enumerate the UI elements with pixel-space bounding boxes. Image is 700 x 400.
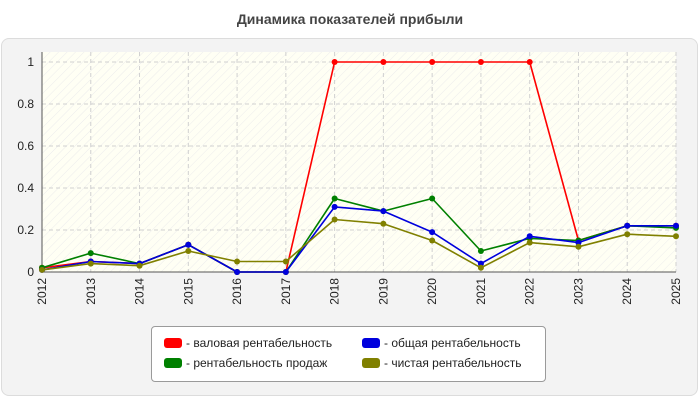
- data-point-net: [673, 233, 679, 240]
- data-point-gross: [429, 59, 436, 65]
- x-tick-label: 2015: [181, 278, 195, 305]
- x-tick-label: 2012: [35, 278, 49, 305]
- legend-item-sales: - рентабельность продаж: [164, 356, 327, 370]
- data-point-general: [477, 260, 484, 267]
- series-line-net: [41, 218, 677, 271]
- y-tick-label: 0.2: [17, 223, 34, 237]
- data-point-sales: [429, 195, 436, 202]
- data-point-net: [624, 231, 631, 238]
- data-point-net: [331, 216, 338, 223]
- data-point-gross: [331, 59, 338, 65]
- data-point-net: [575, 243, 582, 250]
- data-point-general: [282, 269, 289, 275]
- data-point-general: [380, 208, 387, 215]
- legend-swatch-net: [362, 358, 380, 368]
- data-point-net: [282, 258, 289, 265]
- legend-swatch-gross: [164, 338, 182, 348]
- x-tick-label: 2022: [523, 278, 537, 305]
- x-tick-label: 2019: [376, 278, 390, 305]
- data-point-net: [380, 220, 387, 227]
- data-point-gross: [526, 59, 533, 65]
- data-point-net: [136, 262, 143, 269]
- x-tick-label: 2025: [669, 278, 683, 305]
- legend-label-sales: - рентабельность продаж: [186, 356, 328, 370]
- data-point-general: [526, 233, 533, 240]
- legend-swatch-sales: [164, 358, 182, 368]
- x-tick-label: 2023: [571, 278, 585, 305]
- x-tick-label: 2013: [84, 278, 98, 305]
- y-tick-label: 0: [27, 265, 34, 279]
- data-point-net: [185, 248, 192, 254]
- series-line-general: [41, 206, 676, 273]
- data-point-general: [185, 241, 192, 248]
- data-point-general: [624, 222, 631, 229]
- chart-legend: - валовая рентабельность - общая рентабе…: [151, 326, 546, 382]
- y-tick-label: 1: [27, 55, 34, 69]
- data-point-net: [87, 260, 94, 267]
- data-point-net: [234, 258, 241, 265]
- x-tick-label: 2017: [279, 278, 293, 305]
- y-tick-label: 0.6: [17, 139, 34, 153]
- data-point-sales: [331, 195, 338, 202]
- data-point-general: [331, 203, 338, 210]
- data-point-general: [234, 269, 241, 275]
- x-tick-label: 2021: [474, 278, 488, 305]
- x-tick-label: 2016: [230, 278, 244, 305]
- x-tick-label: 2014: [133, 278, 147, 305]
- legend-item-gross: - валовая рентабельность: [164, 336, 332, 350]
- legend-label-general: - общая рентабельность: [384, 336, 521, 350]
- y-tick-label: 0.8: [17, 97, 34, 111]
- data-point-net: [477, 264, 484, 271]
- legend-label-gross: - валовая рентабельность: [186, 336, 333, 350]
- plot-area-hatch: [42, 52, 676, 272]
- data-point-net: [429, 237, 436, 244]
- data-point-gross: [380, 59, 387, 65]
- data-point-net: [39, 266, 45, 273]
- legend-label-net: - чистая рентабельность: [384, 356, 522, 370]
- legend-item-general: - общая рентабельность: [362, 336, 521, 350]
- data-point-sales: [87, 250, 94, 257]
- data-point-general: [673, 222, 679, 229]
- x-tick-label: 2020: [425, 278, 439, 305]
- data-point-net: [526, 239, 533, 246]
- chart-title: Динамика показателей прибыли: [236, 11, 464, 27]
- data-point-general: [429, 229, 436, 236]
- data-point-general: [575, 239, 582, 246]
- x-tick-label: 2018: [328, 278, 342, 305]
- legend-item-net: - чистая рентабельность: [362, 356, 521, 370]
- data-point-sales: [477, 248, 484, 254]
- data-point-gross: [477, 59, 484, 65]
- x-tick-label: 2024: [620, 278, 634, 305]
- y-tick-label: 0.4: [17, 181, 34, 195]
- legend-swatch-general: [362, 338, 380, 348]
